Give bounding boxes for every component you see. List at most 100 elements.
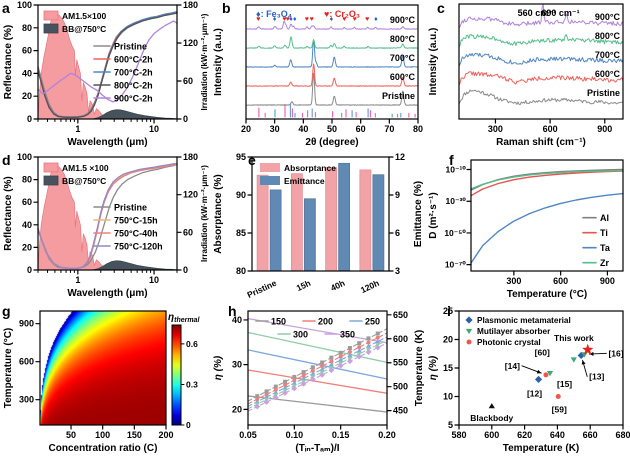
svg-text:Emittance: Emittance [284,176,325,186]
svg-text:Pristine: Pristine [587,88,620,98]
svg-text:10⁻¹⁰: 10⁻¹⁰ [446,165,467,175]
svg-text:700°C-2h: 700°C-2h [114,68,153,78]
svg-text:20: 20 [241,124,251,134]
svg-text:Temperature (K): Temperature (K) [503,443,580,454]
svg-text:20: 20 [22,242,32,252]
svg-text:BB@750°C: BB@750°C [62,24,106,34]
svg-text:0: 0 [186,420,191,430]
svg-text:450: 450 [393,406,408,416]
svg-text:0.05: 0.05 [239,430,257,440]
svg-text:0.20: 0.20 [378,430,396,440]
panel-h: h 0.05 0.10 0.15 0.20 20 30 40 450 500 550 600 650 (… [210,303,425,461]
svg-text:10: 10 [149,275,159,285]
svg-text:350: 350 [340,330,355,340]
svg-text:♦: ♦ [273,16,277,23]
svg-text:660: 660 [583,430,598,440]
svg-text:200: 200 [158,430,173,440]
panel-b: b Pristine 600°C 700°C 800°C 900°C ♥ ♥ ♥ ♥ ♥ ♥ ♥ ♥ ♦ ♦… [210,0,425,152]
svg-text:3: 3 [395,266,400,276]
svg-text:♥: ♥ [256,16,260,23]
svg-text:120: 120 [183,190,198,200]
svg-text:[60]: [60] [535,347,550,357]
svg-text:0: 0 [27,265,32,275]
svg-text:♦: ♦ [374,16,378,23]
svg-text:[59]: [59] [552,405,567,415]
svg-text:10: 10 [149,124,159,134]
svg-text:600: 600 [543,124,558,134]
svg-text:300: 300 [506,276,521,286]
svg-text:AM1.5×100: AM1.5×100 [62,11,106,21]
svg-text:600°C-2h: 600°C-2h [114,55,153,65]
svg-text:1: 1 [75,124,80,134]
svg-text:BB@750°C: BB@750°C [62,176,106,186]
svg-text:Ti: Ti [600,228,608,238]
svg-text:80: 80 [236,266,246,276]
svg-text:This work: This work [554,333,594,343]
svg-text:1: 1 [75,275,80,285]
panel-label-i: i [447,303,451,319]
svg-text:900: 900 [597,124,612,134]
svg-text:♥: ♥ [342,16,346,23]
svg-text:300: 300 [488,124,503,134]
svg-text:Zr: Zr [600,258,609,268]
svg-text:♥: ♥ [310,16,314,23]
svg-text:0.6: 0.6 [186,339,198,349]
svg-text:♥: Cr₂O₃: ♥: Cr₂O₃ [324,9,360,19]
svg-text:40h: 40h [329,278,347,293]
svg-text:300: 300 [19,395,34,405]
panel-c-chart: Pristine 600°C 700°C 800°C 900°C 300 600 900 Ram… [425,0,630,152]
svg-text:300: 300 [293,330,308,340]
svg-text:Irradiation (kW·m⁻²·μm⁻¹): Irradiation (kW·m⁻²·μm⁻¹) [200,13,209,110]
panel-label-g: g [2,303,11,319]
svg-text:5: 5 [448,420,453,430]
svg-text:♦: ♦ [293,16,297,23]
panel-f: f 300 600 900 10⁻¹⁰ 10⁻³⁰ 10⁻⁵⁰ 10⁻⁷⁰ Temperatu… [425,152,630,303]
svg-text:0.3: 0.3 [186,379,198,389]
svg-text:Wavelength (μm): Wavelength (μm) [67,288,147,299]
svg-text:580: 580 [451,430,466,440]
svg-text:100: 100 [17,0,32,10]
svg-text:900°C-2h: 900°C-2h [114,94,153,104]
panel-label-e: e [248,152,256,168]
svg-text:Blackbody: Blackbody [470,413,513,423]
svg-text:50: 50 [66,430,76,440]
svg-text:♥: ♥ [305,16,309,23]
panel-d: d 1 10 0 20 40 60 80 100 0 60 120 180 Wavelength (μm… [0,152,210,303]
svg-text:♥: ♥ [353,16,357,23]
panel-label-b: b [222,0,231,16]
svg-text:6: 6 [395,228,400,238]
svg-text:60: 60 [356,124,366,134]
svg-text:9: 9 [395,190,400,200]
panel-d-chart: 1 10 0 20 40 60 80 100 0 60 120 180 Wavelength (μm) R… [0,152,210,303]
svg-text:900°C: 900°C [390,15,416,25]
svg-text:ηthermal: ηthermal [168,312,200,324]
svg-text:[15]: [15] [557,379,572,389]
svg-text:15: 15 [443,363,453,373]
svg-text:Irradiation (kW·m⁻²·μm⁻¹): Irradiation (kW·m⁻²·μm⁻¹) [200,165,209,262]
svg-text:0.15: 0.15 [332,430,350,440]
svg-text:Mutilayer absorber: Mutilayer absorber [477,327,551,336]
svg-text:♥: ♥ [365,16,369,23]
svg-text:600: 600 [553,276,568,286]
svg-text:Wavelength (μm): Wavelength (μm) [67,137,147,148]
svg-text:[16]: [16] [608,348,623,358]
svg-text:600: 600 [484,430,499,440]
svg-text:Pristine: Pristine [245,278,278,300]
svg-text:70: 70 [384,124,394,134]
svg-text:10: 10 [443,392,453,402]
svg-text:♦: ♦ [289,16,293,23]
panel-h-chart: 0.05 0.10 0.15 0.20 20 30 40 450 500 550 600 650 (Tᵢ… [210,303,425,461]
svg-text:40: 40 [22,68,32,78]
svg-text:60: 60 [22,197,32,207]
svg-text:Photonic crystal: Photonic crystal [477,338,541,347]
svg-text:♥: ♥ [282,16,286,23]
panel-c: c Pristine 600°C 700°C 800°C 900°C 300 600 900 R… [425,0,630,152]
svg-text:550: 550 [393,358,408,368]
svg-text:Reflectance (%): Reflectance (%) [3,25,14,99]
svg-text:40: 40 [298,124,308,134]
svg-text:Intensity (a.u.): Intensity (a.u.) [428,28,439,96]
svg-text:120h: 120h [359,278,381,295]
svg-text:Concentration ratio (C): Concentration ratio (C) [49,443,158,454]
svg-text:180: 180 [183,0,198,10]
